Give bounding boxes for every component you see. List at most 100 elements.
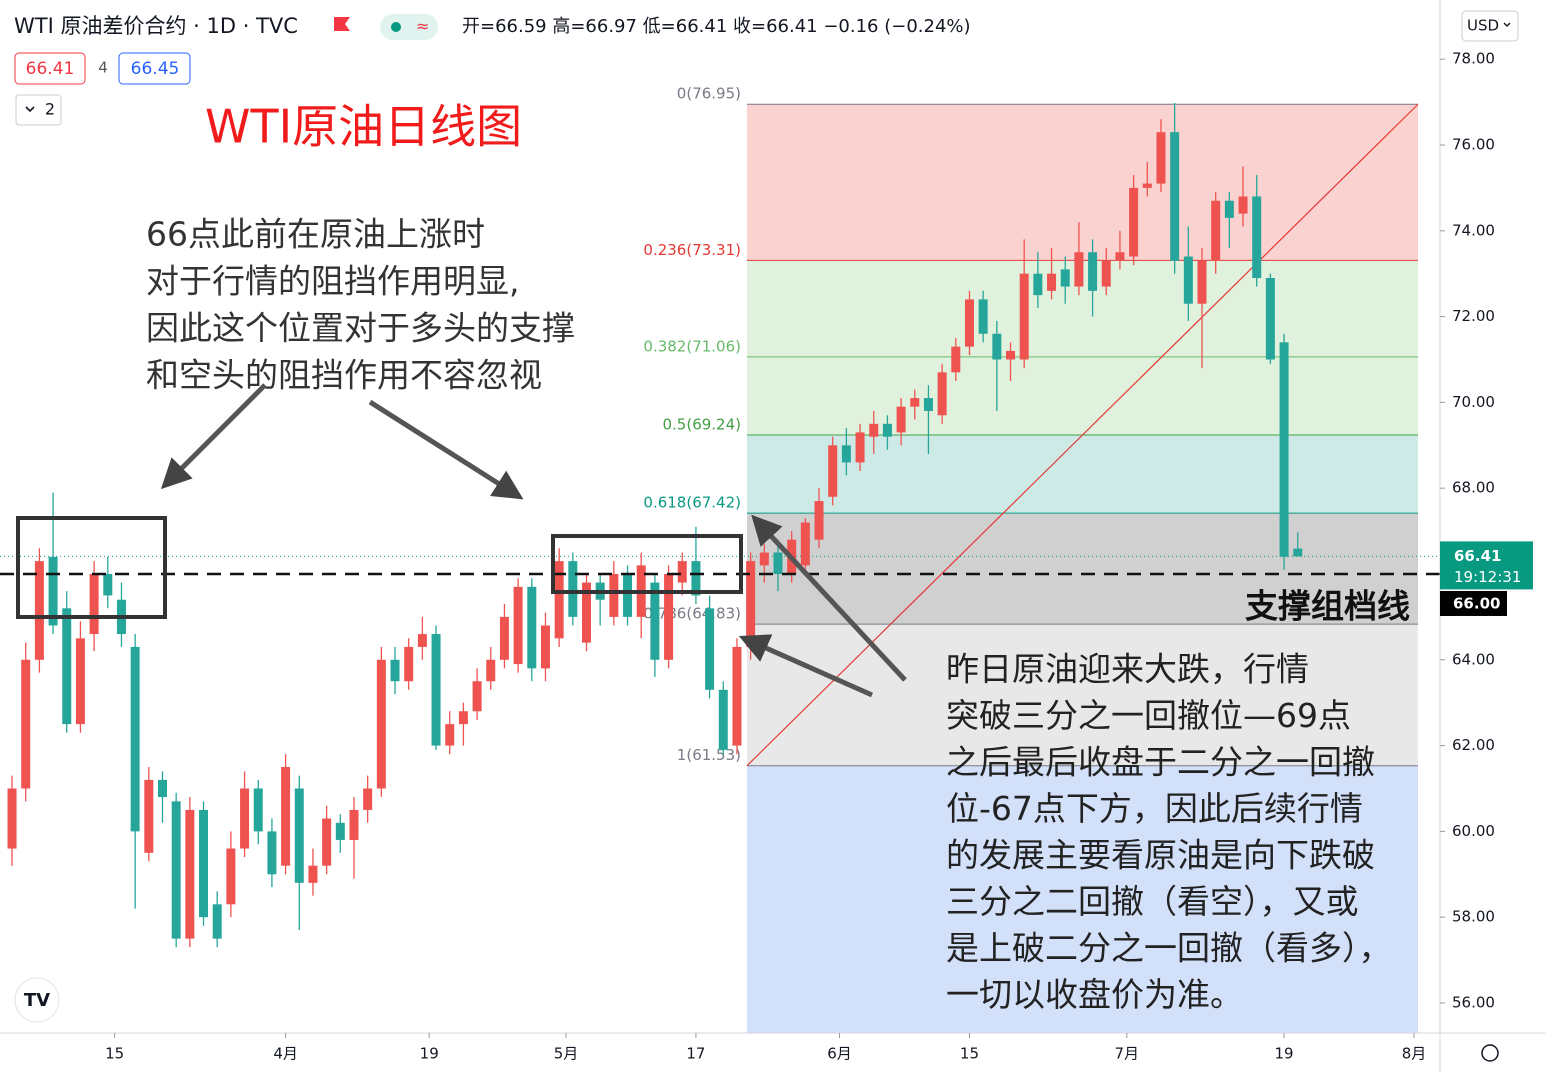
candle-body: [869, 423, 879, 437]
candle-body: [1047, 273, 1057, 291]
currency-button[interactable]: [1461, 10, 1519, 42]
candle-body: [103, 573, 113, 596]
flag-icon: [334, 17, 350, 31]
candle-body: [404, 646, 414, 682]
candle-body: [7, 788, 17, 849]
candle-body: [1033, 273, 1043, 296]
candle-body: [1211, 200, 1221, 261]
candle-body: [855, 432, 865, 463]
candle-body: [335, 822, 345, 840]
collapse-button[interactable]: [15, 94, 62, 126]
candle-body: [267, 831, 277, 875]
candle-body: [1088, 252, 1098, 291]
candle-body: [431, 634, 441, 746]
fib-zone: [747, 513, 1418, 625]
support-name: 支撑组档线: [1245, 586, 1410, 625]
x-tick-label: 5月: [554, 1045, 579, 1063]
candle-body: [1265, 277, 1275, 360]
candle-body: [691, 561, 701, 596]
note-left-line: 因此这个位置对于多头的支撑: [146, 309, 575, 348]
spread: 4: [98, 59, 108, 77]
note-right-line: 昨日原油迎来大跌，行情: [946, 650, 1309, 689]
candle-body: [499, 616, 509, 660]
candle-body: [349, 809, 359, 840]
highlight-box: [16, 516, 167, 619]
candle-body: [650, 582, 660, 660]
candle-body: [48, 556, 58, 626]
y-tick-label: 60.00: [1452, 822, 1495, 840]
buy-price[interactable]: 66.45: [131, 59, 180, 79]
candle-body: [472, 681, 482, 712]
candle-body: [240, 788, 250, 849]
candle-body: [841, 445, 851, 463]
candle-body: [540, 625, 550, 669]
x-tick-label: 19: [1275, 1045, 1294, 1063]
candle-body: [800, 522, 810, 566]
trend-line: [746, 103, 1419, 767]
candle-body: [759, 552, 769, 566]
highlight-box: [551, 534, 743, 594]
candle-body: [376, 659, 386, 789]
candle-body: [144, 779, 154, 853]
note-right-line: 突破三分之一回撤位—69点: [946, 696, 1351, 735]
candle-body: [62, 608, 72, 725]
logo-mark[interactable]: TV: [24, 990, 50, 1011]
candle-body: [814, 501, 824, 540]
x-tick-label: 17: [686, 1045, 705, 1063]
note-right-line: 的发展主要看原油是向下跌破: [946, 836, 1375, 875]
support-tag: [1440, 590, 1507, 616]
arrow: [751, 514, 907, 682]
candle-body: [322, 818, 332, 866]
candle-body: [34, 561, 44, 660]
currency[interactable]: USD: [1467, 17, 1499, 35]
y-tick-label: 64.00: [1452, 650, 1495, 668]
status-icon: ≈: [416, 17, 429, 36]
candle-body: [623, 573, 633, 617]
candle-body: [1074, 252, 1084, 287]
candle-body: [1142, 183, 1152, 188]
collapse-count[interactable]: 2: [45, 100, 55, 119]
candle-body: [1279, 342, 1289, 557]
candle-body: [910, 398, 920, 407]
candle-body: [978, 299, 988, 334]
x-tick-label: 8月: [1402, 1045, 1427, 1063]
fib-label: 1(61.53): [677, 746, 741, 764]
candle-body: [609, 573, 619, 617]
arrow: [738, 634, 874, 698]
candle-body: [828, 445, 838, 497]
fib-label: 0.618(67.42): [643, 494, 741, 512]
candle-body: [964, 299, 974, 347]
chevron: [25, 106, 35, 113]
sell-price[interactable]: 66.41: [26, 59, 75, 79]
candle-body: [527, 586, 537, 669]
plot-area: 0(76.95) 0.236(73.31) 0.382(71.06) 0.5(69.2…: [0, 85, 1440, 1033]
logo[interactable]: [14, 977, 60, 1023]
candle-body: [1060, 269, 1070, 287]
y-tick-label: 70.00: [1452, 393, 1495, 411]
ohlc: 开=66.59 高=66.97 低=66.41 收=66.41 −0.16 (−…: [462, 16, 971, 37]
y-tick-label: 76.00: [1452, 135, 1495, 153]
fib-label: 0.382(71.06): [643, 337, 741, 355]
candle-body: [281, 767, 291, 866]
candle-body: [1019, 273, 1029, 360]
candle-body: [992, 333, 1002, 360]
status-pill: [380, 14, 438, 40]
candle-body: [445, 724, 455, 746]
fib-zone: [747, 765, 1418, 1033]
candle-body: [568, 561, 578, 617]
candle-body: [1170, 132, 1180, 261]
candle-body: [554, 561, 564, 639]
candle-body: [951, 346, 961, 373]
fib-zone: [747, 356, 1418, 435]
y-tick-label: 74.00: [1452, 221, 1495, 239]
settings-icon[interactable]: [1481, 1044, 1499, 1062]
sell-button[interactable]: [14, 52, 86, 85]
buy-button[interactable]: [118, 52, 191, 85]
candle-body: [677, 561, 687, 583]
symbol: WTI 原油差价合约 · 1D · TVC: [14, 14, 298, 38]
fib-zone: [747, 104, 1418, 261]
note-right-line: 是上破二分之一回撤（看多），: [946, 929, 1392, 968]
candle-body: [89, 573, 99, 635]
candle-body: [1101, 260, 1111, 287]
